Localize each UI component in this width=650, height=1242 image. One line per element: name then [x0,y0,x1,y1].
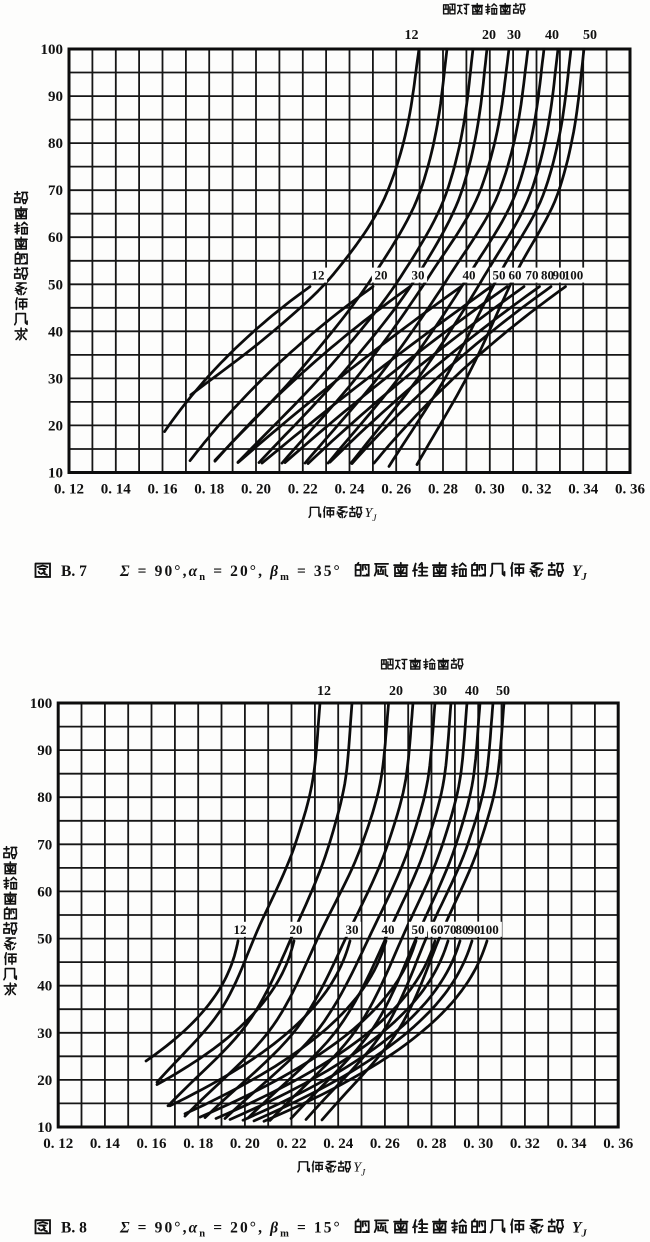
svg-text:B. 7: B. 7 [61,563,87,580]
svg-text:80: 80 [37,790,52,806]
svg-text:70: 70 [526,268,539,283]
svg-text:20: 20 [482,28,496,43]
svg-text:40: 40 [48,324,63,340]
svg-text:Σ = 90°,αn = 20°, βm = 15°: Σ = 90°,αn = 20°, βm = 15° [119,1220,342,1240]
svg-text:80: 80 [541,268,554,283]
svg-text:30: 30 [507,28,521,43]
svg-text:B. 8: B. 8 [61,1220,87,1237]
svg-text:0. 20: 0. 20 [241,482,271,498]
svg-text:100: 100 [41,42,64,58]
svg-text:12: 12 [405,28,419,43]
svg-text:40: 40 [545,28,559,43]
svg-text:10: 10 [37,1120,52,1136]
svg-text:0. 34: 0. 34 [557,1136,588,1152]
svg-text:0. 14: 0. 14 [101,482,132,498]
svg-text:50: 50 [583,28,597,43]
svg-text:20: 20 [375,268,388,283]
svg-text:60: 60 [48,230,63,246]
svg-text:30: 30 [48,371,63,387]
svg-text:20: 20 [37,1073,52,1089]
svg-text:90: 90 [48,89,63,105]
svg-text:60: 60 [509,268,522,283]
svg-text:40: 40 [465,684,479,699]
svg-text:0. 28: 0. 28 [417,1136,447,1152]
svg-text:0. 30: 0. 30 [463,1136,493,1152]
svg-text:10: 10 [48,466,63,482]
svg-text:0. 12: 0. 12 [43,1136,73,1152]
svg-text:0. 26: 0. 26 [370,1136,401,1152]
svg-text:12: 12 [317,684,331,699]
svg-text:90: 90 [553,268,566,283]
svg-text:0. 18: 0. 18 [183,1136,213,1152]
svg-text:20: 20 [48,418,63,434]
svg-text:50: 50 [412,922,425,937]
svg-text:0. 32: 0. 32 [510,1136,540,1152]
svg-text:100: 100 [479,922,499,937]
svg-text:30: 30 [412,268,425,283]
svg-text:30: 30 [37,1026,52,1042]
svg-text:0. 24: 0. 24 [323,1136,354,1152]
svg-text:0. 14: 0. 14 [90,1136,121,1152]
svg-text:0. 16: 0. 16 [137,1136,168,1152]
svg-text:0. 16: 0. 16 [148,482,179,498]
svg-text:70: 70 [48,183,63,199]
svg-text:100: 100 [30,696,53,712]
svg-text:60: 60 [431,922,444,937]
svg-text:70: 70 [37,837,52,853]
svg-text:70: 70 [444,922,457,937]
svg-text:Σ = 90°,αn = 20°, βm = 35°: Σ = 90°,αn = 20°, βm = 35° [119,563,342,583]
svg-text:30: 30 [346,922,359,937]
svg-text:40: 40 [37,979,52,995]
svg-text:30: 30 [433,684,447,699]
svg-text:0. 20: 0. 20 [230,1136,260,1152]
svg-text:40: 40 [382,922,395,937]
svg-text:0. 36: 0. 36 [615,482,646,498]
svg-text:40: 40 [463,268,476,283]
svg-text:100: 100 [564,268,584,283]
svg-text:50: 50 [37,932,52,948]
svg-text:20: 20 [389,684,403,699]
svg-text:90: 90 [468,922,481,937]
svg-text:50: 50 [48,277,63,293]
svg-text:12: 12 [234,922,247,937]
svg-text:90: 90 [37,743,52,759]
svg-text:0. 30: 0. 30 [475,482,505,498]
svg-text:0. 22: 0. 22 [277,1136,307,1152]
svg-text:50: 50 [496,684,510,699]
svg-text:60: 60 [37,884,52,900]
svg-text:0. 28: 0. 28 [428,482,458,498]
svg-text:20: 20 [290,922,303,937]
svg-text:0. 32: 0. 32 [522,482,552,498]
svg-text:0. 22: 0. 22 [288,482,318,498]
svg-text:0. 34: 0. 34 [568,482,599,498]
svg-text:12: 12 [312,268,325,283]
svg-text:0. 18: 0. 18 [194,482,224,498]
svg-text:0. 26: 0. 26 [381,482,412,498]
svg-text:80: 80 [48,136,63,152]
svg-text:50: 50 [493,268,506,283]
svg-text:0. 12: 0. 12 [54,482,84,498]
svg-text:80: 80 [456,922,469,937]
svg-text:0. 24: 0. 24 [335,482,366,498]
svg-text:0. 36: 0. 36 [603,1136,634,1152]
